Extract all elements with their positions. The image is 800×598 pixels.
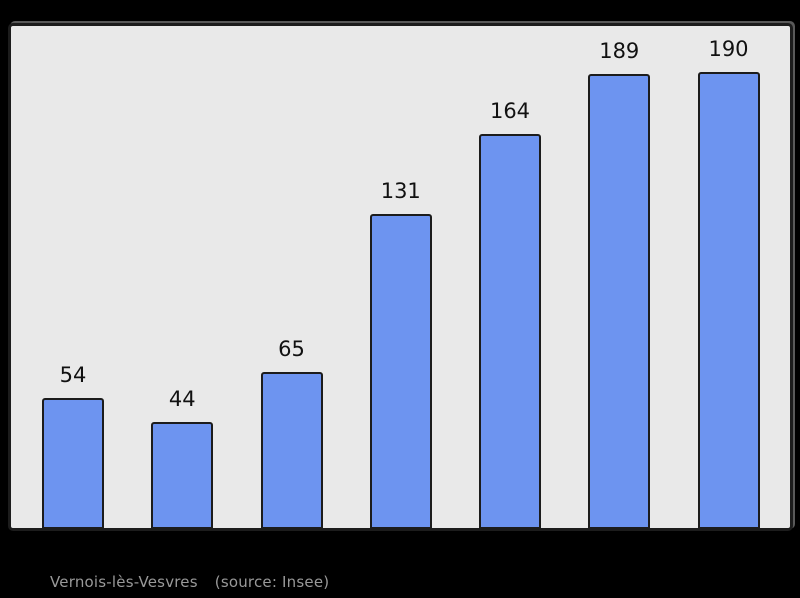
bar-value-label: 44: [168, 387, 196, 412]
bar-value-label: 189: [599, 39, 640, 64]
bar-value-label: 190: [708, 37, 749, 61]
source-note: (source: Insee): [214, 573, 330, 591]
bar: [369, 213, 432, 528]
bar-group: 131: [369, 26, 432, 528]
bar-group: 44: [151, 26, 214, 528]
plot-area: 54 44 65 131 164 189 190: [11, 26, 790, 528]
chart-panel: 54 44 65 131 164 189 190: [8, 23, 793, 531]
bar-group: 164: [479, 26, 541, 528]
bar: [151, 422, 214, 528]
bar-value-label: 164: [489, 99, 531, 124]
bar: [588, 74, 651, 528]
bar-group: 54: [42, 26, 104, 528]
bar: [260, 372, 323, 528]
bar: [697, 72, 760, 528]
bar-group: 65: [260, 26, 323, 528]
chart-footer: Vernois-lès-Vesvres (source: Insee): [50, 573, 329, 591]
bar: [42, 398, 104, 528]
bar-group: 190: [697, 26, 760, 528]
bar: [479, 134, 541, 528]
bar-value-label: 54: [59, 363, 87, 388]
bar-group: 189: [588, 26, 651, 528]
bar-value-label: 65: [278, 337, 305, 361]
commune-name: Vernois-lès-Vesvres: [50, 573, 198, 591]
bar-value-label: 131: [380, 178, 421, 203]
